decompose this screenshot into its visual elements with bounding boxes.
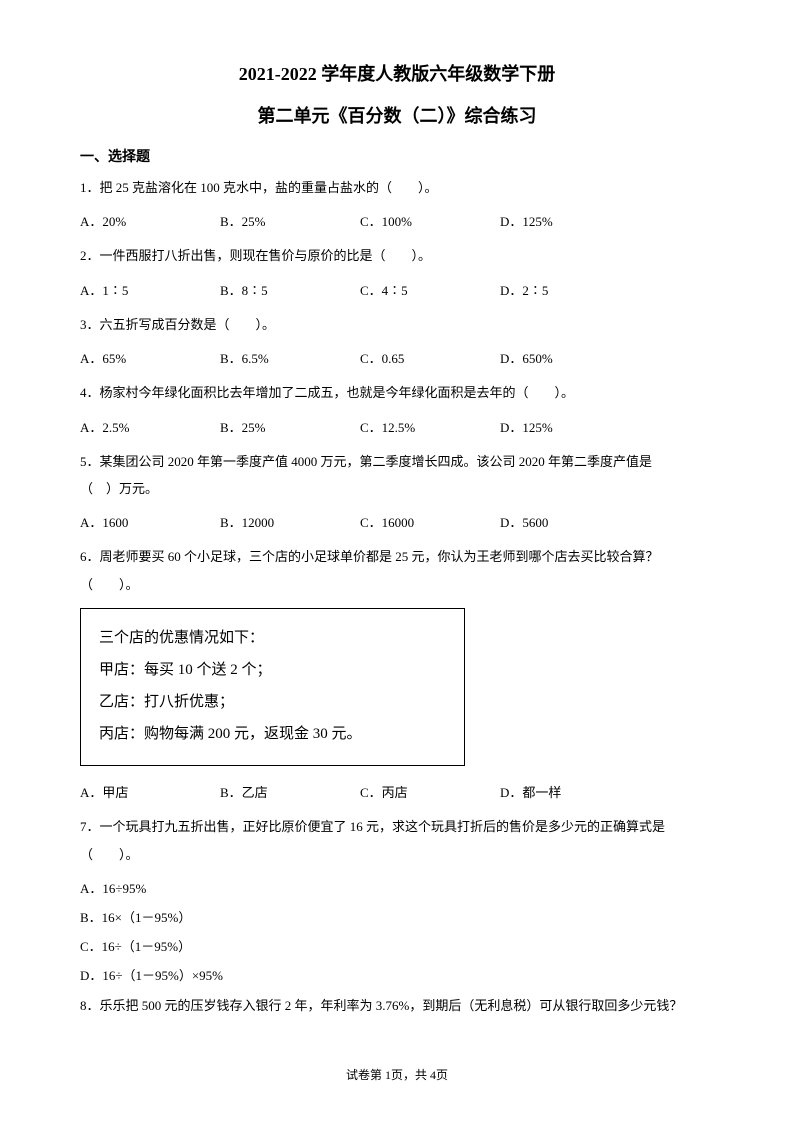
promo-box: 三个店的优惠情况如下： 甲店：每买 10 个送 2 个； 乙店：打八折优惠； 丙… (80, 608, 465, 766)
q2-option-d: D．2∶5 (500, 280, 640, 299)
q5-option-a: A．1600 (80, 512, 220, 531)
q1-option-d: D．125% (500, 211, 640, 230)
box-line-2: 甲店：每买 10 个送 2 个； (99, 655, 446, 685)
q7-option-d: D．16÷（1－95%）×95% (80, 965, 714, 984)
question-4: 4．杨家村今年绿化面积比去年增加了二成五，也就是今年绿化面积是去年的（ ）。 (80, 381, 714, 404)
q5-option-c: C．16000 (360, 512, 500, 531)
q3-option-d: D．650% (500, 348, 640, 367)
q5-option-b: B．12000 (220, 512, 360, 531)
q7-option-c: C．16÷（1－95%） (80, 936, 714, 955)
main-title-1: 2021-2022 学年度人教版六年级数学下册 (80, 60, 714, 86)
q3-option-c: C．0.65 (360, 348, 500, 367)
section-header: 一、选择题 (80, 146, 714, 166)
q4-options: A．2.5% B．25% C．12.5% D．125% (80, 417, 714, 436)
question-3: 3．六五折写成百分数是（ ）。 (80, 313, 714, 336)
q6-option-c: C．丙店 (360, 782, 500, 801)
q1-option-c: C．100% (360, 211, 500, 230)
box-line-1: 三个店的优惠情况如下： (99, 623, 446, 653)
q6-option-b: B．乙店 (220, 782, 360, 801)
q6-options: A．甲店 B．乙店 C．丙店 D．都一样 (80, 782, 714, 801)
question-5-line2: （ ）万元。 (80, 477, 714, 500)
box-line-4: 丙店：购物每满 200 元，返现金 30 元。 (99, 719, 446, 749)
q5-option-d: D．5600 (500, 512, 640, 531)
q2-option-c: C．4∶5 (360, 280, 500, 299)
q4-option-a: A．2.5% (80, 417, 220, 436)
q4-option-c: C．12.5% (360, 417, 500, 436)
q1-option-b: B．25% (220, 211, 360, 230)
question-1: 1．把 25 克盐溶化在 100 克水中，盐的重量占盐水的（ ）。 (80, 176, 714, 199)
q3-option-a: A．65% (80, 348, 220, 367)
q6-option-a: A．甲店 (80, 782, 220, 801)
question-5-line1: 5．某集团公司 2020 年第一季度产值 4000 万元，第二季度增长四成。该公… (80, 450, 714, 473)
q2-options: A．1∶5 B．8∶5 C．4∶5 D．2∶5 (80, 280, 714, 299)
question-8: 8．乐乐把 500 元的压岁钱存入银行 2 年，年利率为 3.76%，到期后（无… (80, 994, 714, 1017)
question-2: 2．一件西服打八折出售，则现在售价与原价的比是（ ）。 (80, 244, 714, 267)
q4-option-b: B．25% (220, 417, 360, 436)
q3-option-b: B．6.5% (220, 348, 360, 367)
page-footer: 试卷第 1页，共 4页 (0, 1066, 794, 1083)
question-7-line2: （ ）。 (80, 843, 714, 866)
main-title-2: 第二单元《百分数（二）》综合练习 (80, 102, 714, 128)
q2-option-b: B．8∶5 (220, 280, 360, 299)
q1-options: A．20% B．25% C．100% D．125% (80, 211, 714, 230)
question-6-line2: （ ）。 (80, 573, 714, 596)
question-6-line1: 6．周老师要买 60 个小足球，三个店的小足球单价都是 25 元，你认为王老师到… (80, 545, 714, 568)
q6-option-d: D．都一样 (500, 782, 640, 801)
q7-option-a: A．16÷95% (80, 878, 714, 897)
q5-options: A．1600 B．12000 C．16000 D．5600 (80, 512, 714, 531)
question-7-line1: 7．一个玩具打九五折出售，正好比原价便宜了 16 元，求这个玩具打折后的售价是多… (80, 815, 714, 838)
q4-option-d: D．125% (500, 417, 640, 436)
q1-option-a: A．20% (80, 211, 220, 230)
q7-option-b: B．16×（1－95%） (80, 907, 714, 926)
q2-option-a: A．1∶5 (80, 280, 220, 299)
box-line-3: 乙店：打八折优惠； (99, 687, 446, 717)
q3-options: A．65% B．6.5% C．0.65 D．650% (80, 348, 714, 367)
